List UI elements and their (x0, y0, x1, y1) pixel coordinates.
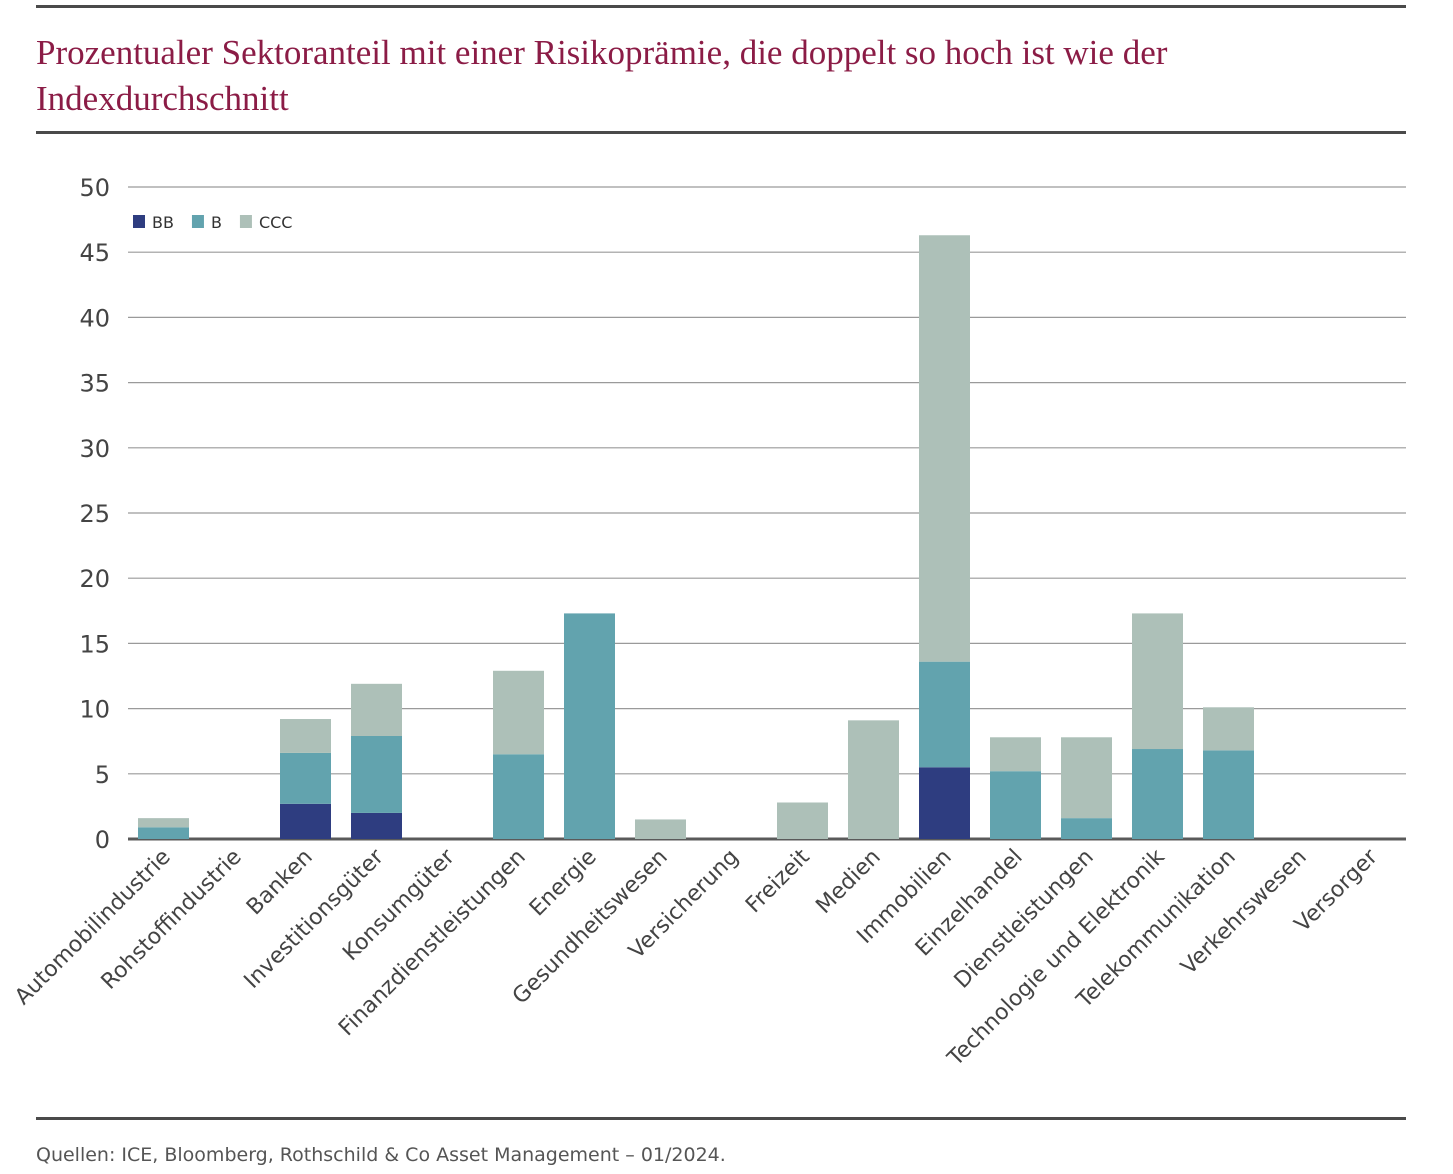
y-tick-label: 30 (79, 435, 110, 463)
chart-title: Prozentualer Sektoranteil mit einer Risi… (36, 33, 1168, 118)
legend-label-B: B (211, 213, 222, 232)
y-tick-label: 40 (79, 304, 110, 332)
bottom-rule (36, 1117, 1406, 1120)
bar-CCC-12 (990, 737, 1041, 772)
bar-CCC-7 (635, 819, 686, 839)
bar-CCC-10 (848, 720, 899, 839)
y-tick-label: 15 (79, 630, 110, 658)
y-tick-label: 0 (95, 826, 110, 854)
bar-B-15 (1203, 750, 1254, 839)
legend-label-CCC: CCC (259, 213, 293, 232)
bars (138, 235, 1254, 839)
y-tick-label: 10 (79, 696, 110, 724)
legend-swatch-B (191, 215, 204, 228)
bar-B-2 (280, 752, 331, 804)
legend-swatch-BB (133, 215, 145, 228)
y-tick-label: 5 (95, 761, 110, 789)
bar-CCC-14 (1132, 613, 1183, 750)
bar-B-5 (493, 754, 544, 839)
title-divider (36, 131, 1406, 134)
y-tick-label: 20 (79, 565, 110, 593)
y-tick-label: 45 (79, 239, 110, 267)
bar-BB-3 (351, 812, 402, 839)
top-rule (36, 5, 1406, 8)
legend-swatch-CCC (239, 215, 252, 228)
bar-BB-2 (280, 803, 331, 839)
legend-label-BB: BB (152, 213, 174, 232)
y-tick-label: 50 (79, 174, 110, 202)
legend: BB B CCC (133, 213, 292, 232)
gridlines (128, 186, 1406, 841)
bar-CCC-2 (280, 719, 331, 753)
y-axis-ticks: 0 5 10 15 20 25 30 35 40 45 50 (79, 174, 110, 854)
bar-B-13 (1061, 818, 1112, 839)
source-note: Quellen: ICE, Bloomberg, Rothschild & Co… (36, 1144, 726, 1166)
x-category-label: Rohstoffindustrie (97, 845, 247, 995)
bar-CCC-15 (1203, 707, 1254, 751)
bar-CCC-5 (493, 670, 544, 755)
bar-CCC-3 (351, 683, 402, 736)
y-tick-label: 35 (79, 370, 110, 398)
bar-B-14 (1132, 749, 1183, 839)
bar-CCC-9 (777, 802, 828, 839)
x-category-label: Freizeit (741, 844, 815, 918)
y-tick-label: 25 (79, 500, 110, 528)
bar-CCC-11 (919, 235, 970, 662)
bar-CCC-0 (138, 818, 189, 828)
bar-B-3 (351, 735, 402, 813)
bar-B-12 (990, 771, 1041, 839)
x-axis-labels: AutomobilindustrieRohstoffindustrieBanke… (10, 844, 1383, 1072)
bar-B-6 (564, 613, 615, 839)
bar-CCC-13 (1061, 737, 1112, 819)
bar-BB-11 (919, 767, 970, 839)
bar-B-11 (919, 661, 970, 768)
bar-B-0 (138, 827, 189, 839)
x-category-label: Verkehrswesen (1176, 845, 1311, 980)
